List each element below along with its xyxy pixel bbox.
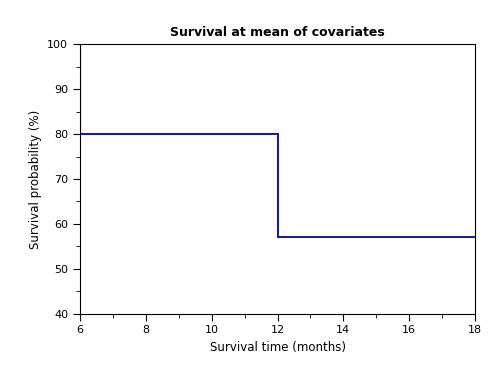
X-axis label: Survival time (months): Survival time (months): [210, 341, 346, 354]
Title: Survival at mean of covariates: Survival at mean of covariates: [170, 26, 385, 39]
Y-axis label: Survival probability (%): Survival probability (%): [28, 109, 42, 249]
